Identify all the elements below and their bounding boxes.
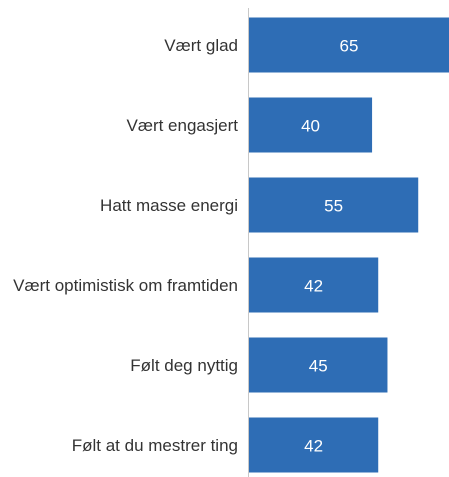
value-label: 65 bbox=[340, 36, 359, 55]
value-label: 40 bbox=[301, 116, 320, 135]
value-label: 42 bbox=[304, 436, 323, 455]
bar bbox=[249, 177, 419, 233]
value-label: 55 bbox=[324, 196, 343, 215]
value-label: 42 bbox=[304, 276, 323, 295]
category-label: Vært optimistisk om framtiden bbox=[13, 275, 238, 295]
bar bbox=[249, 337, 388, 393]
category-label: Vært engasjert bbox=[126, 115, 239, 135]
category-label: Vært glad bbox=[164, 35, 238, 55]
bar bbox=[249, 17, 449, 73]
bar bbox=[249, 417, 379, 473]
bar bbox=[249, 257, 379, 313]
category-label: Følt at du mestrer ting bbox=[71, 435, 238, 455]
category-label: Følt deg nyttig bbox=[130, 355, 238, 375]
category-label: Hatt masse energi bbox=[100, 195, 238, 215]
value-label: 45 bbox=[309, 356, 328, 375]
bar bbox=[249, 97, 373, 153]
